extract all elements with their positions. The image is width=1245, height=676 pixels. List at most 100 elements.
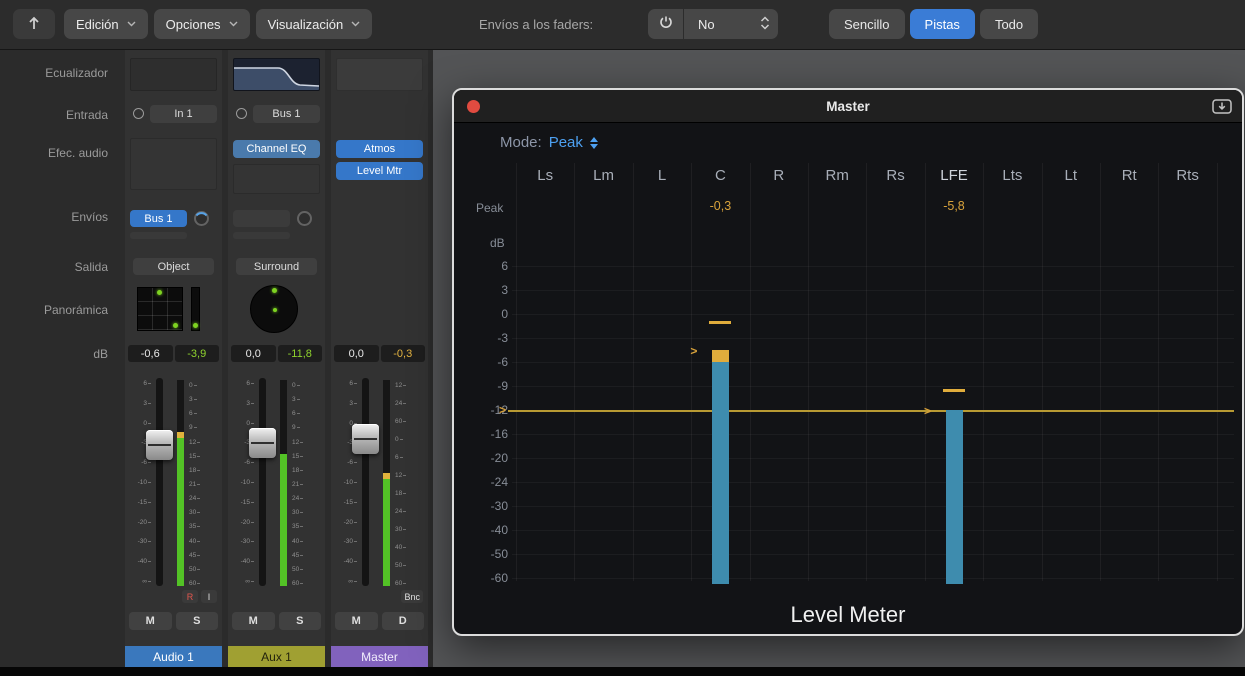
gain-display-1[interactable]: -0,6 <box>128 345 173 362</box>
output-button[interactable]: Object <box>133 258 214 275</box>
db-axis-label: dB <box>490 236 505 250</box>
peak-arrow-icon-c: > <box>690 344 698 358</box>
pan-lane-control[interactable] <box>191 287 200 331</box>
gridline <box>512 314 1234 315</box>
fader-track[interactable] <box>259 378 266 586</box>
sends-to-faders-popup[interactable]: No <box>684 9 778 39</box>
meter-scale: 0 3 6 9 12 15 18 21 24 30 35 40 45 50 60 <box>289 376 324 588</box>
scale-tick: -10 <box>138 479 151 486</box>
window-download-icon[interactable] <box>1212 99 1232 119</box>
track-name-label[interactable]: Audio 1 <box>125 646 222 667</box>
input-format-icon[interactable] <box>133 108 144 119</box>
strip-button-m[interactable]: M <box>129 612 172 630</box>
meter-fill <box>177 437 184 586</box>
scale-tick: -40 <box>344 558 357 565</box>
strip-button-m[interactable]: M <box>232 612 275 630</box>
chevron-down-icon <box>229 21 238 27</box>
scale-tick: 0 <box>395 436 426 443</box>
surround-pan-control[interactable] <box>250 285 298 333</box>
column-separator <box>866 163 868 581</box>
gain-display-2[interactable]: -3,9 <box>174 345 219 362</box>
db-tick-label: 0 <box>501 307 508 321</box>
scale-tick: 30 <box>395 526 426 533</box>
gain-display-1[interactable]: 0,0 <box>231 345 276 362</box>
strip-button-m[interactable]: M <box>335 612 378 630</box>
mixer-row-label-env-os: Envíos <box>71 210 108 224</box>
input-button[interactable]: Bus 1 <box>253 104 320 123</box>
audio-fx-button-level-mtr[interactable]: Level Mtr <box>336 162 423 180</box>
send-slot-button[interactable]: Bus 1 <box>130 210 187 227</box>
input-format-icon[interactable] <box>236 108 247 119</box>
output-button[interactable]: Surround <box>236 258 317 275</box>
mode-row: Mode: Peak <box>500 134 598 151</box>
fader-track[interactable] <box>362 378 369 586</box>
scale-tick: -15 <box>241 499 254 506</box>
gridline <box>512 290 1234 291</box>
scale-tick: -15 <box>344 499 357 506</box>
strip-button-d[interactable]: D <box>381 612 424 630</box>
plugin-titlebar[interactable]: Master <box>454 90 1242 123</box>
scale-tick: 60 <box>395 580 426 587</box>
mini-button-r[interactable]: R <box>182 590 198 603</box>
power-button[interactable] <box>648 9 684 39</box>
strip-level-meter <box>383 380 390 586</box>
scale-tick: -10 <box>241 479 254 486</box>
gain-display-1[interactable]: 0,0 <box>334 345 379 362</box>
scale-tick: -20 <box>344 519 357 526</box>
scale-tick: 0 <box>349 420 357 427</box>
channel-strips: In 1 Bus 1 Object -0,6 -3,9 6 3 0 -3 -6 -10 -15 -20-… <box>0 50 433 667</box>
scale-tick: 12 <box>292 439 323 446</box>
send-level-knob[interactable] <box>193 210 210 227</box>
mode-stepper-icon[interactable] <box>589 136 598 149</box>
scale-tick: -20 <box>138 519 151 526</box>
gain-display-2[interactable]: -11,8 <box>277 345 322 362</box>
fader-track[interactable] <box>156 378 163 586</box>
segment-todo[interactable]: Todo <box>979 9 1039 39</box>
scale-tick: 6 <box>395 454 426 461</box>
chevron-down-icon <box>351 21 360 27</box>
close-button[interactable] <box>467 100 480 113</box>
strip-button-s[interactable]: S <box>278 612 321 630</box>
scale-tick: -6 <box>244 459 254 466</box>
channel-label-c: C <box>714 167 726 184</box>
fader-cap[interactable] <box>352 424 379 454</box>
eq-thumbnail[interactable] <box>233 58 320 91</box>
mini-button-bnc[interactable]: Bnc <box>401 590 423 603</box>
menu-label: Visualización <box>267 16 344 32</box>
scale-tick: 50 <box>189 566 220 573</box>
menu-button-opciones[interactable]: Opciones <box>153 9 250 39</box>
fader-cap[interactable] <box>146 430 173 460</box>
scale-tick: 35 <box>292 523 323 530</box>
menu-button-visualizaci-n[interactable]: Visualización <box>255 9 373 39</box>
menu-label: Opciones <box>165 16 221 32</box>
mini-button-i[interactable]: I <box>201 590 217 603</box>
mode-popup[interactable]: Peak <box>548 134 583 151</box>
up-arrow-button[interactable] <box>13 9 55 39</box>
send-empty-slot-2 <box>130 232 187 239</box>
audio-fx-button-atmos[interactable]: Atmos <box>336 140 423 158</box>
fader-cap[interactable] <box>249 428 276 458</box>
send-empty-slot[interactable] <box>233 210 290 227</box>
reference-line <box>508 410 1234 412</box>
pan-grid-control[interactable] <box>137 287 183 331</box>
column-separator <box>1041 163 1043 581</box>
input-button[interactable]: In 1 <box>150 104 217 123</box>
segment-sencillo[interactable]: Sencillo <box>829 9 905 39</box>
track-name-label[interactable]: Master <box>331 646 428 667</box>
audio-fx-button-channel-eq[interactable]: Channel EQ <box>233 140 320 158</box>
fader-scale: 6 3 0 -3 -6 -10 -15 -20 -30 -40 ∞ <box>331 376 358 588</box>
send-level-knob[interactable] <box>296 210 313 227</box>
audio-fx-empty-slot <box>130 138 217 190</box>
menu-button-edici-n[interactable]: Edición <box>64 9 148 39</box>
scale-tick: 18 <box>189 467 220 474</box>
strip-button-s[interactable]: S <box>175 612 218 630</box>
track-name-label[interactable]: Aux 1 <box>228 646 325 667</box>
scale-tick: 3 <box>143 400 151 407</box>
up-arrow-icon <box>27 15 41 34</box>
eq-thumbnail[interactable] <box>130 58 217 91</box>
gain-display-2[interactable]: -0,3 <box>380 345 425 362</box>
send-empty-slot-2 <box>233 232 290 239</box>
eq-thumbnail[interactable] <box>336 58 423 91</box>
segment-pistas[interactable]: Pistas <box>909 9 975 39</box>
